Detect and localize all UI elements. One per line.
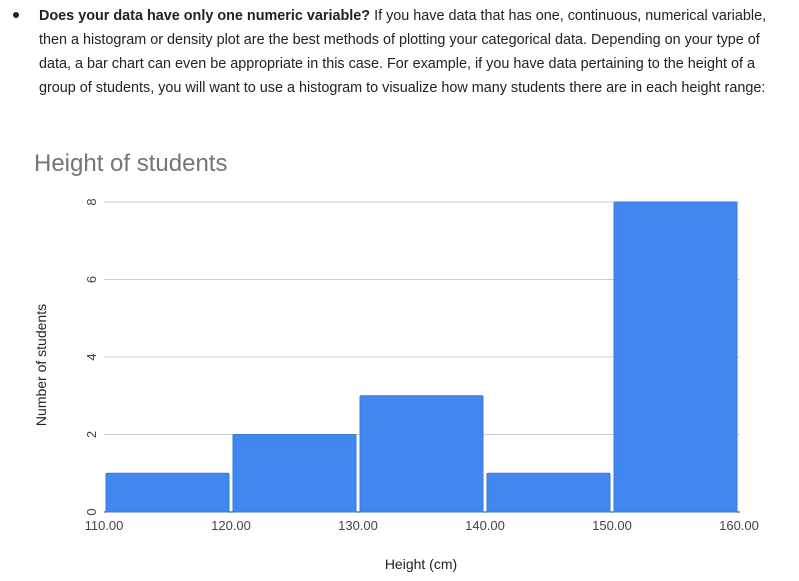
- bar-120-130: [232, 434, 357, 513]
- y-tick-label: 2: [84, 431, 99, 438]
- x-tick-label: 150.00: [592, 518, 632, 533]
- x-tick-label: 130.00: [338, 518, 378, 533]
- bars: [105, 201, 738, 513]
- y-tick-labels: 0 2 4 6 8: [84, 198, 99, 515]
- y-axis-label: Number of students: [33, 304, 49, 426]
- x-tick-label: 140.00: [465, 518, 505, 533]
- paragraph-body: If you have data that has one, continuou…: [39, 8, 767, 96]
- chart-title: Height of students: [34, 150, 228, 177]
- bar-150-160: [613, 201, 738, 513]
- y-tick-label: 4: [84, 353, 99, 360]
- bar-140-150: [486, 472, 611, 513]
- x-tick-label: 110.00: [85, 518, 124, 533]
- bar-110-120: [105, 472, 230, 513]
- y-tick-label: 0: [84, 508, 99, 515]
- x-tick-label: 120.00: [211, 518, 251, 533]
- x-axis-label: Height (cm): [385, 556, 457, 572]
- bar-130-140: [359, 395, 484, 513]
- x-tick-label: 160.00: [719, 518, 759, 533]
- text-paragraph: Does your data have only one numeric var…: [0, 0, 799, 130]
- bullet-icon: [13, 12, 19, 18]
- x-tick-labels: 110.00 120.00 130.00 140.00 150.00 160.00: [85, 518, 759, 533]
- histogram-chart: Height of students 0 2 4 6 8 110.00 120.00 130…: [0, 140, 799, 581]
- chart-svg: 0 2 4 6 8 110.00 120.00 130.00 140.00 150.00 160.…: [33, 198, 759, 572]
- y-tick-label: 8: [84, 198, 99, 205]
- paragraph-text: Does your data have only one numeric var…: [39, 4, 791, 100]
- y-tick-label: 6: [84, 276, 99, 283]
- paragraph-bold-lead: Does your data have only one numeric var…: [39, 8, 371, 24]
